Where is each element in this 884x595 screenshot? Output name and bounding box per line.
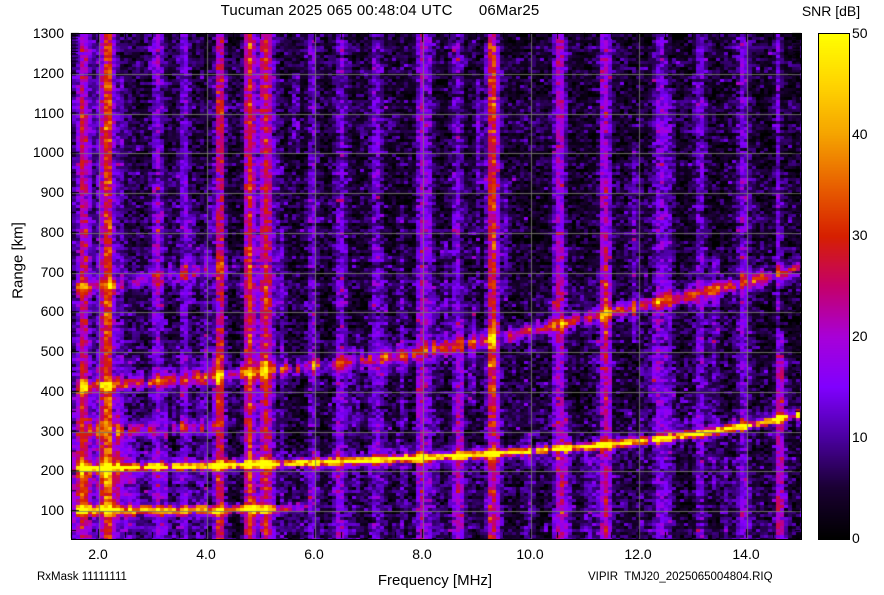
- colorbar-tick-label: 50: [852, 25, 868, 41]
- y-tick-label: 1000: [32, 144, 64, 161]
- y-tick-label: 800: [40, 223, 64, 240]
- x-tick-label: 2.0: [88, 546, 108, 562]
- colorbar-tick-label: 0: [852, 530, 860, 546]
- colorbar[interactable]: [818, 33, 850, 540]
- y-tick-label: 200: [40, 462, 64, 479]
- x-tick-label: 8.0: [412, 546, 432, 562]
- x-tick-label: 14.0: [732, 546, 760, 562]
- y-tick-label: 900: [40, 184, 64, 201]
- y-tick-label: 1100: [33, 104, 64, 121]
- axis-tick-marks: [70, 32, 884, 587]
- x-tick-label: 12.0: [624, 546, 652, 562]
- x-tick-label: 4.0: [196, 546, 216, 562]
- y-axis-tick-labels: 100 200 300 400 500 600 700 800 900 1000 1100 1200 1…: [0, 0, 64, 595]
- y-tick-label: 100: [40, 502, 64, 519]
- y-tick-label: 600: [40, 303, 64, 320]
- colorbar-tick-label: 20: [852, 328, 868, 344]
- y-tick-label: 500: [40, 343, 64, 360]
- x-axis-title: Frequency [MHz]: [377, 572, 493, 589]
- y-tick-label: 700: [40, 263, 64, 280]
- page-title: Tucuman 2025 065 00:48:04 UTC 06Mar25: [220, 2, 540, 19]
- colorbar-gradient: [819, 34, 849, 539]
- y-tick-label: 300: [40, 422, 64, 439]
- y-tick-label: 400: [40, 382, 64, 399]
- y-tick-label: 1300: [32, 25, 64, 41]
- y-axis-title: Range [km]: [9, 222, 27, 299]
- instrument-file-label: VIPIR TMJ20_2025065004804.RIQ: [588, 571, 773, 583]
- x-tick-label: 10.0: [516, 546, 544, 562]
- y-tick-label: 1200: [32, 64, 64, 81]
- colorbar-tick-label: 10: [852, 429, 868, 445]
- colorbar-title: SNR [dB]: [801, 3, 861, 19]
- rxmask-label: RxMask 11111111: [37, 571, 127, 583]
- colorbar-tick-label: 40: [852, 126, 868, 142]
- x-tick-label: 6.0: [304, 546, 324, 562]
- colorbar-tick-label: 30: [852, 227, 868, 243]
